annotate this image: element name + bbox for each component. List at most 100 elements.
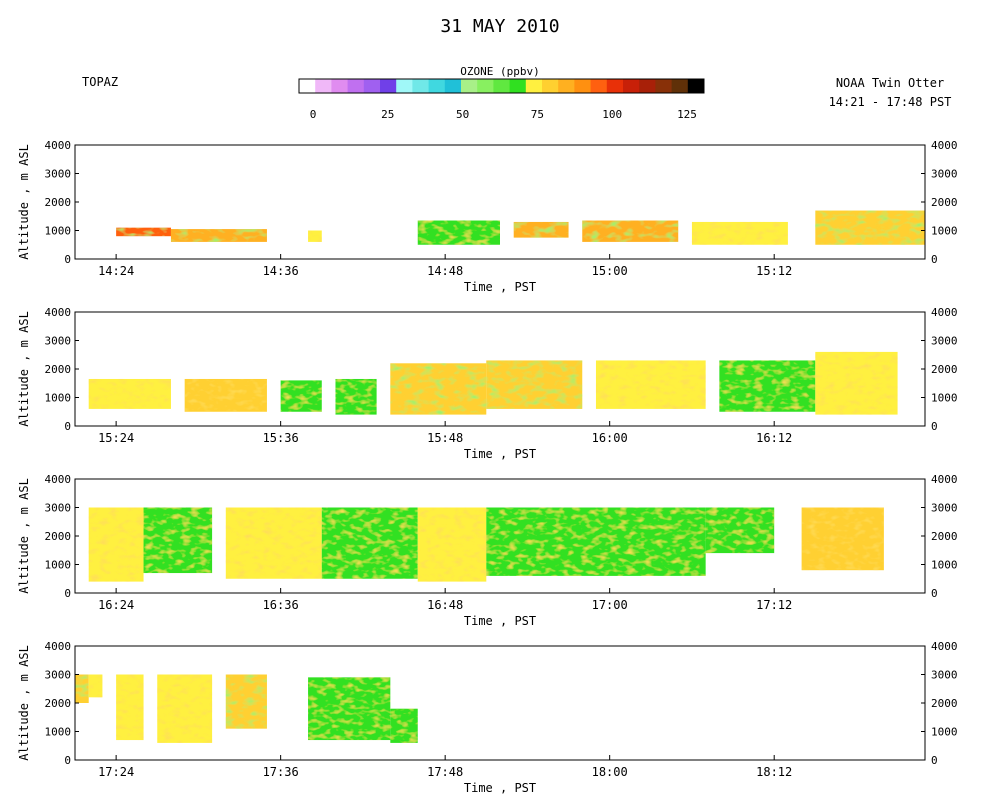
ozone-segment xyxy=(801,507,884,571)
y-tick-label-right: 2000 xyxy=(931,697,958,710)
panel-1: 0 0 1000 1000 2000 2000 3000 3000 4000 4000 14:24 1… xyxy=(17,139,958,294)
ozone-segment xyxy=(595,360,706,409)
ozone-segment xyxy=(321,507,418,579)
y-axis-label: Altitude , m ASL xyxy=(17,645,31,761)
x-tick-label: 16:24 xyxy=(98,598,134,612)
x-tick-label: 17:48 xyxy=(427,765,463,779)
y-tick-label-left: 3000 xyxy=(45,669,72,682)
x-tick-label: 17:12 xyxy=(756,598,792,612)
y-tick-label-left: 0 xyxy=(64,754,71,767)
ozone-segment xyxy=(691,221,788,245)
x-tick-label: 17:36 xyxy=(263,765,299,779)
ozone-segment xyxy=(582,220,679,242)
ozone-segment xyxy=(225,674,267,729)
colorbar-tick-label: 25 xyxy=(381,108,394,121)
ozone-segment xyxy=(184,378,267,412)
ozone-segment xyxy=(88,507,144,582)
colorbar-swatch xyxy=(623,79,640,93)
panel-3: 0 0 1000 1000 2000 2000 3000 3000 4000 4000 16:24 1… xyxy=(17,473,958,628)
ozone-segment xyxy=(486,360,583,409)
time-range-label: 14:21 - 17:48 PST xyxy=(829,95,952,109)
y-tick-label-right: 2000 xyxy=(931,363,958,376)
colorbar-swatch xyxy=(671,79,689,93)
x-axis-label: Time , PST xyxy=(464,781,536,795)
colorbar-swatch xyxy=(542,79,559,93)
ozone-segment xyxy=(157,674,213,743)
y-axis-label: Altitude , m ASL xyxy=(17,478,31,594)
ozone-segment xyxy=(390,363,487,415)
colorbar-tick-label: 75 xyxy=(531,108,544,121)
ozone-segment xyxy=(486,507,706,576)
ozone-segment xyxy=(417,507,487,582)
colorbar-ticks: 0 25 50 75 100 125 xyxy=(310,108,697,121)
ozone-segment xyxy=(75,674,89,703)
y-axis-label: Altitude , m ASL xyxy=(17,144,31,260)
colorbar-swatch xyxy=(363,79,381,93)
ozone-segment xyxy=(335,378,377,415)
y-tick-label-left: 2000 xyxy=(45,196,72,209)
colorbar-swatch xyxy=(558,79,575,93)
ozone-segment xyxy=(815,351,898,415)
x-tick-label: 17:24 xyxy=(98,765,134,779)
y-tick-label-left: 0 xyxy=(64,587,71,600)
y-tick-label-left: 1000 xyxy=(45,559,72,572)
colorbar-swatch xyxy=(639,79,656,93)
y-tick-label-right: 0 xyxy=(931,587,938,600)
y-tick-label-right: 2000 xyxy=(931,530,958,543)
colorbar-swatch xyxy=(509,79,527,93)
y-tick-label-left: 4000 xyxy=(45,306,72,319)
y-tick-label-right: 0 xyxy=(931,420,938,433)
y-tick-label-right: 3000 xyxy=(931,502,958,515)
x-tick-label: 16:48 xyxy=(427,598,463,612)
y-tick-label-right: 3000 xyxy=(931,669,958,682)
y-tick-label-right: 1000 xyxy=(931,726,958,739)
y-tick-label-right: 1000 xyxy=(931,225,958,238)
colorbar-swatch xyxy=(428,79,446,93)
y-tick-label-left: 4000 xyxy=(45,473,72,486)
y-tick-label-right: 3000 xyxy=(931,335,958,348)
y-tick-label-left: 4000 xyxy=(45,139,72,152)
y-axis-label: Altitude , m ASL xyxy=(17,311,31,427)
x-axis-label: Time , PST xyxy=(464,614,536,628)
colorbar-swatch xyxy=(606,79,624,93)
colorbar-swatch xyxy=(396,79,413,93)
site-label: TOPAZ xyxy=(82,75,118,89)
colorbar-tick-label: 100 xyxy=(602,108,622,121)
platform-label: NOAA Twin Otter xyxy=(836,76,944,90)
x-tick-label: 16:36 xyxy=(263,598,299,612)
colorbar-swatch xyxy=(444,79,462,93)
ozone-segment xyxy=(225,507,322,579)
colorbar-tick-label: 0 xyxy=(310,108,317,121)
ozone-segment xyxy=(143,507,213,574)
y-tick-label-left: 3000 xyxy=(45,168,72,181)
colorbar: OZONE (ppbv) 0 25 50 75 100 125 xyxy=(298,65,705,121)
x-tick-label: 16:00 xyxy=(592,431,628,445)
x-tick-label: 14:48 xyxy=(427,264,463,278)
ozone-segment xyxy=(705,507,775,554)
y-tick-label-left: 3000 xyxy=(45,502,72,515)
y-tick-label-left: 4000 xyxy=(45,640,72,653)
ozone-segment xyxy=(116,227,171,237)
ozone-segment xyxy=(280,380,322,412)
y-tick-label-left: 2000 xyxy=(45,697,72,710)
ozone-segment xyxy=(513,221,569,238)
y-tick-label-left: 1000 xyxy=(45,726,72,739)
x-axis-label: Time , PST xyxy=(464,280,536,294)
x-tick-label: 14:24 xyxy=(98,264,134,278)
x-tick-label: 15:48 xyxy=(427,431,463,445)
x-axis-label: Time , PST xyxy=(464,447,536,461)
panels: 0 0 1000 1000 2000 2000 3000 3000 4000 4000 14:24 1… xyxy=(17,139,958,795)
ozone-segment xyxy=(88,674,103,698)
y-tick-label-right: 2000 xyxy=(931,196,958,209)
colorbar-swatch xyxy=(525,79,543,93)
figure-title: 31 MAY 2010 xyxy=(440,16,559,37)
ozone-segment xyxy=(170,229,267,242)
y-tick-label-right: 3000 xyxy=(931,168,958,181)
ozone-segment xyxy=(116,674,144,741)
colorbar-swatch xyxy=(315,79,332,93)
colorbar-swatch xyxy=(412,79,429,93)
colorbar-swatch xyxy=(574,79,591,93)
x-tick-label: 18:00 xyxy=(592,765,628,779)
y-tick-label-right: 0 xyxy=(931,754,938,767)
y-tick-label-left: 1000 xyxy=(45,225,72,238)
